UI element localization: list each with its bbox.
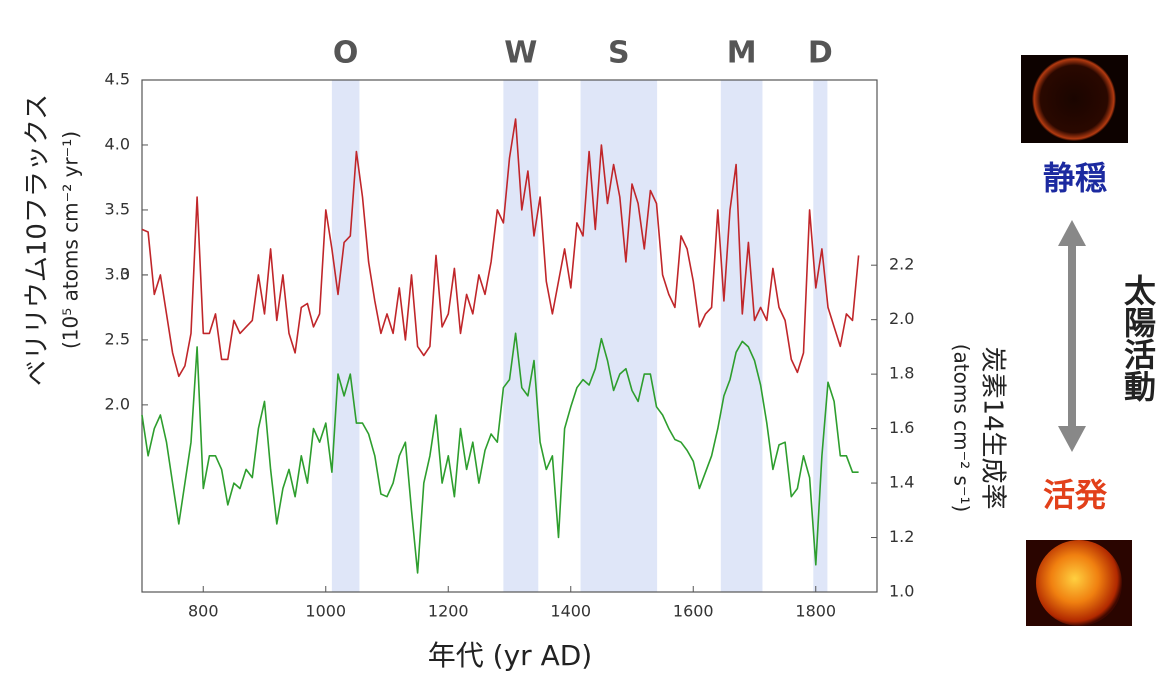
period-band <box>813 80 828 592</box>
y-tick-label: 3.5 <box>105 199 130 218</box>
y-tick-label: 4.0 <box>105 134 130 153</box>
sun-quiet-disc <box>1032 57 1116 141</box>
period-band <box>580 80 658 592</box>
y-tick-label: 2.5 <box>105 329 130 348</box>
y-tick-label: 3.0 <box>105 264 130 283</box>
period-label: D <box>808 36 833 71</box>
plot-frame <box>141 79 878 593</box>
period-label: M <box>727 36 757 71</box>
y2-tick-label: 1.8 <box>889 364 914 383</box>
y2-tick-label: 2.0 <box>889 309 914 328</box>
x-tick-label: 800 <box>188 602 219 621</box>
sun-active-disc <box>1036 540 1122 626</box>
x-tick-label: 1800 <box>795 602 836 621</box>
x-tick-label: 1600 <box>673 602 714 621</box>
period-label: O <box>333 36 359 71</box>
y2-tick-label: 1.2 <box>889 527 914 546</box>
y2-tick-label: 1.6 <box>889 418 914 437</box>
x-tick-label: 1000 <box>305 602 346 621</box>
period-label: W <box>504 36 537 71</box>
x-axis-label: 年代 (yr AD) <box>428 639 592 672</box>
period-band <box>720 80 763 592</box>
y2-axis-label: 炭素14生成率 <box>978 346 1008 509</box>
solar-activity-label: 太陽活動 <box>1119 274 1157 403</box>
x-tick-label: 1200 <box>428 602 469 621</box>
active-label: 活発 <box>1043 476 1108 514</box>
y-tick-label: 3 <box>120 264 130 283</box>
y-tick-label: 4.5 <box>105 70 130 89</box>
y2-tick-label: 2.2 <box>889 255 914 274</box>
y2-axis-unit: (atoms cm⁻² s⁻¹) <box>950 344 974 513</box>
data-line <box>141 118 860 378</box>
y-tick-label: 2.0 <box>105 394 130 413</box>
y-axis-unit: (10⁵ atoms cm⁻² yr⁻¹) <box>59 131 83 349</box>
period-band <box>503 80 539 592</box>
data-line <box>141 332 859 574</box>
x-tick-label: 1400 <box>550 602 591 621</box>
y2-tick-label: 1.0 <box>889 582 914 601</box>
quiet-label: 静穏 <box>1043 159 1107 197</box>
period-label: S <box>608 36 630 71</box>
y-axis-label: ベリリウム10フラックス <box>23 94 53 386</box>
arrow <box>1058 220 1086 452</box>
y2-tick-label: 1.4 <box>889 473 914 492</box>
